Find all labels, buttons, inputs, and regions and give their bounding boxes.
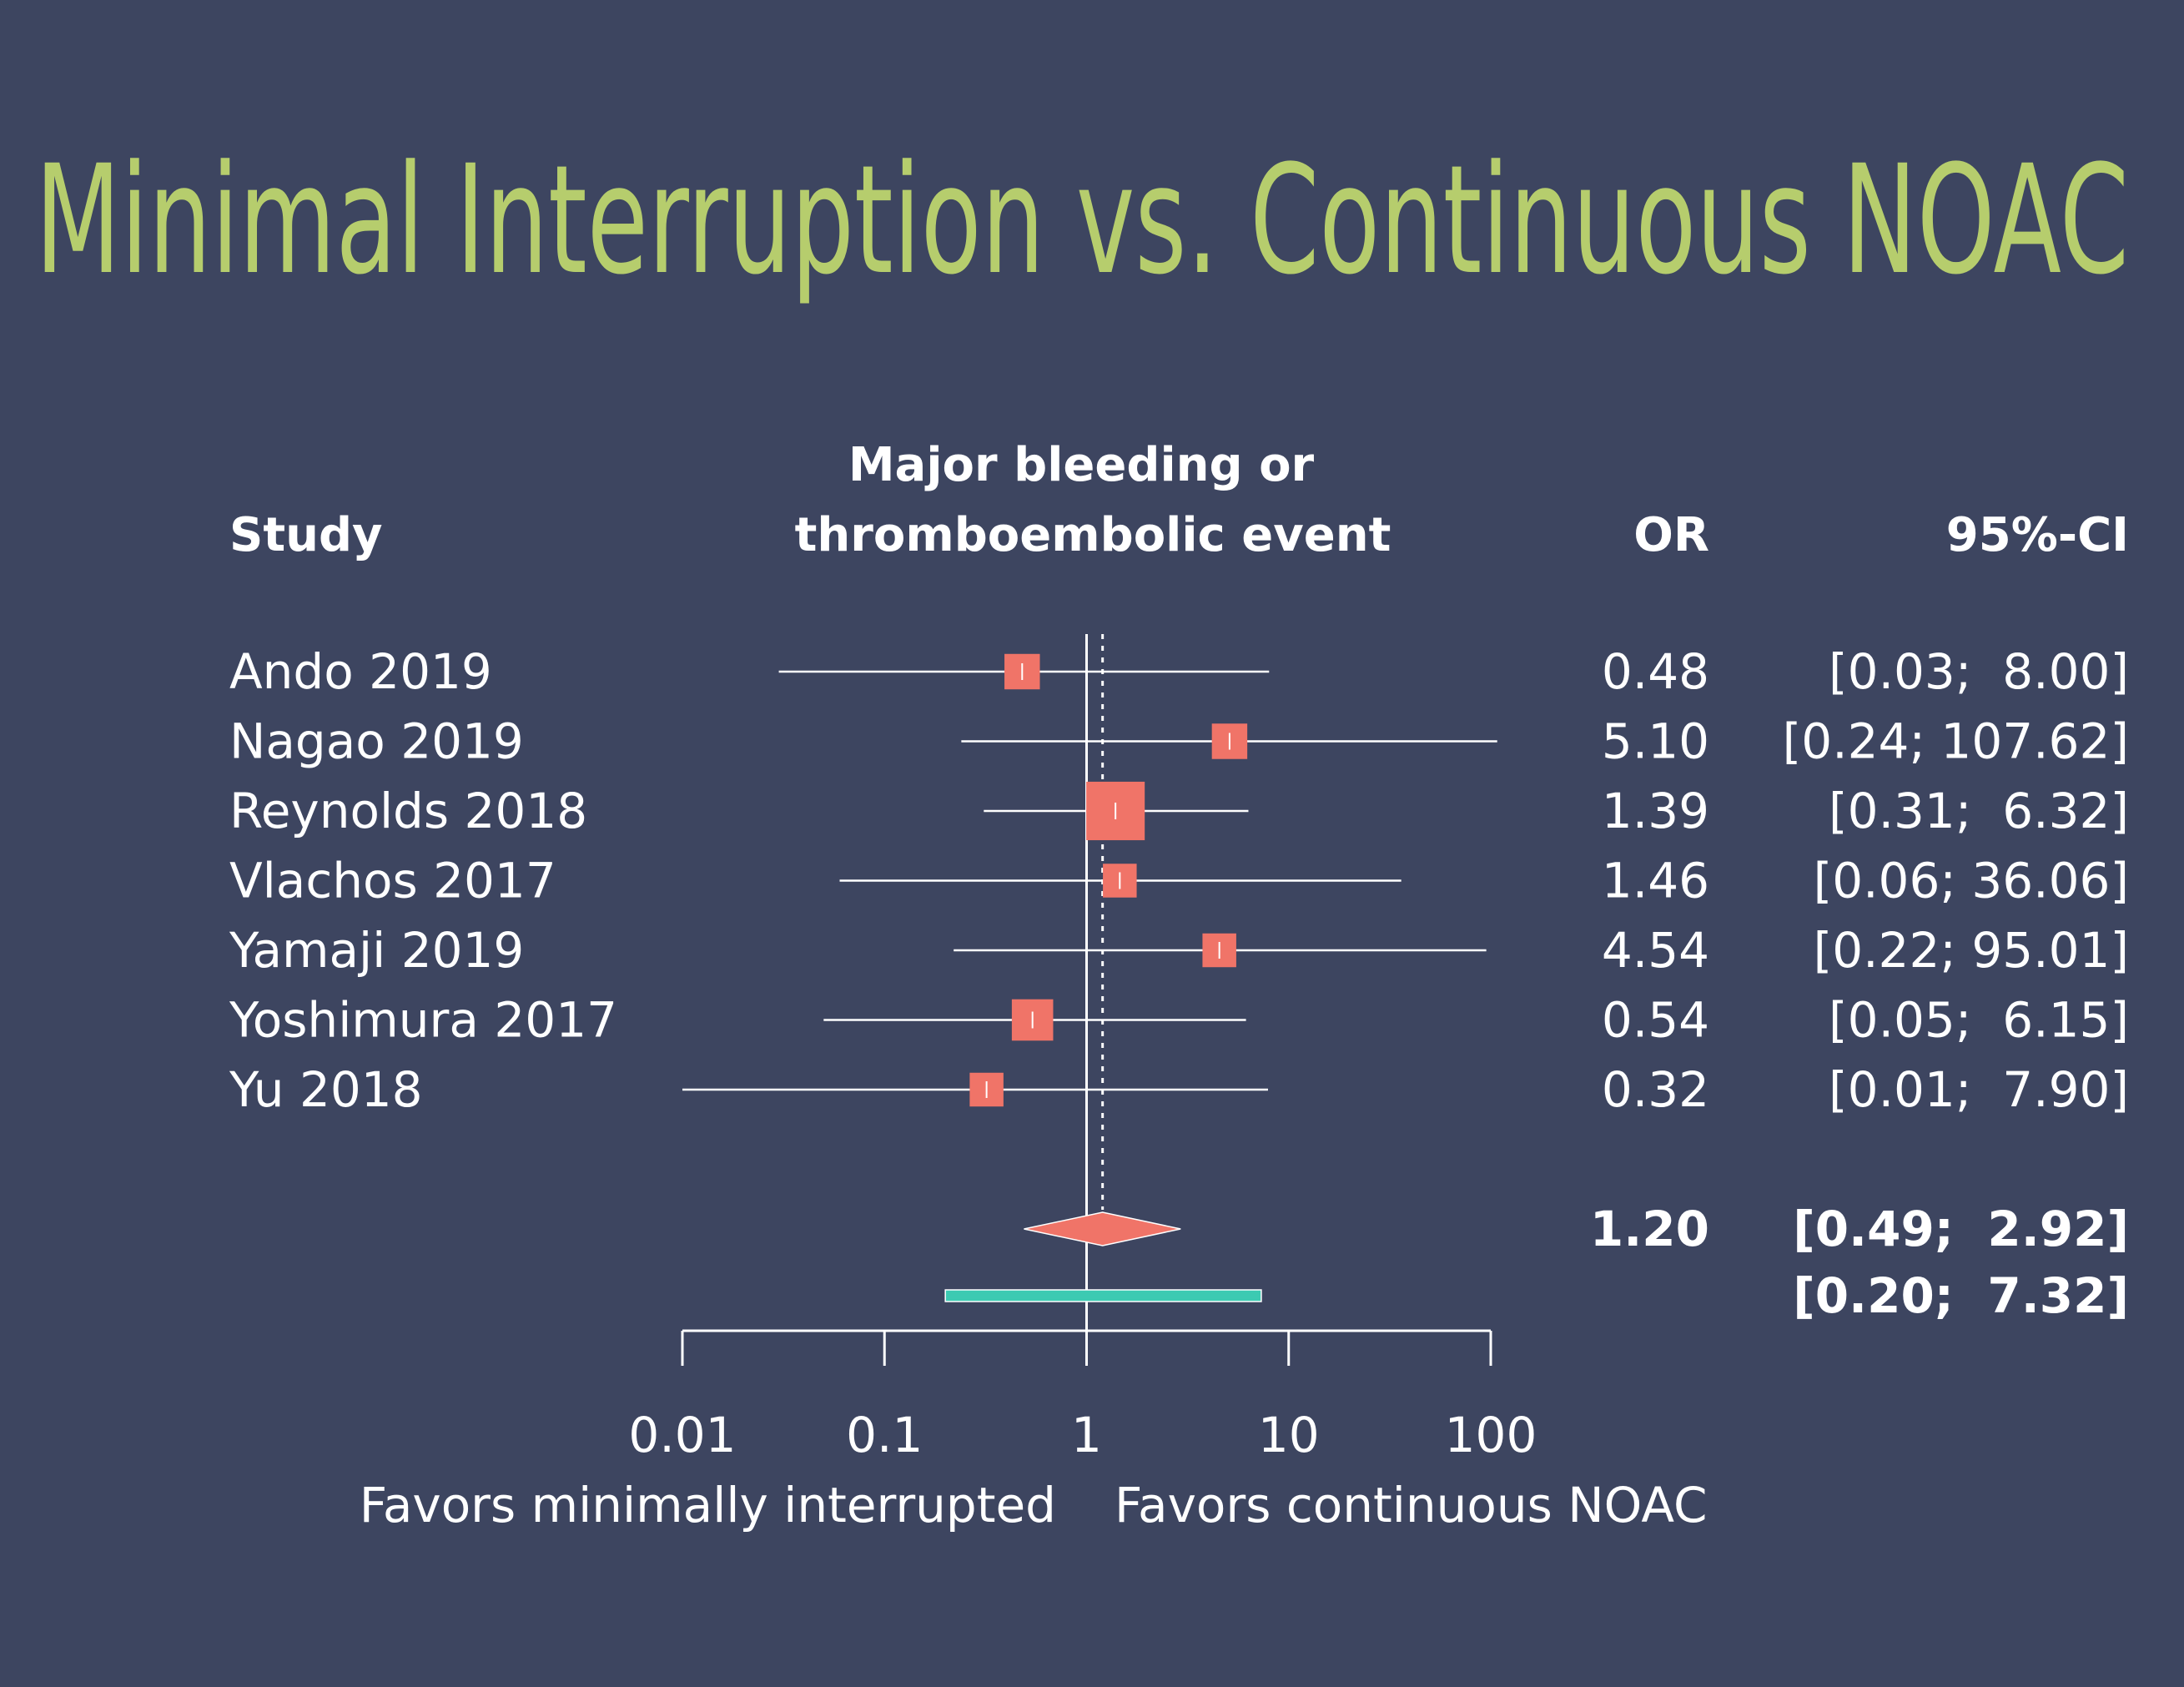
header-effect: Major bleeding or [848,438,1315,492]
or-value: 0.48 [1602,643,1709,700]
x-tick-label: 1 [1071,1407,1102,1463]
prediction-interval [944,1289,1262,1302]
study-name: Yoshimura 2017 [229,992,617,1049]
ci-value: [0.24; 107.62] [1783,713,2129,770]
ci-value: [0.03; 8.00] [1829,643,2129,700]
pooled-ci: [0.49; 2.92] [1793,1201,2129,1257]
x-tick-label: 0.1 [846,1407,923,1463]
ci-value: [0.05; 6.15] [1829,992,2129,1049]
study-name: Ando 2019 [229,643,492,700]
x-tick-label: 100 [1445,1407,1537,1463]
header-study: Study [229,508,383,562]
ci-value: [0.01; 7.90] [1829,1061,2129,1118]
or-value: 0.32 [1602,1061,1709,1118]
header-effect: thromboembolic event [795,508,1391,562]
study-name: Yu 2018 [229,1061,423,1118]
x-label-left: Favors minimally interrupted [360,1477,1056,1533]
slide-title: Minimal Interruption vs. Continuous NOAC [35,133,2129,308]
pooled-or: 1.20 [1590,1201,1709,1257]
x-label-right: Favors continuous NOAC [1115,1477,1707,1533]
or-value: 1.46 [1602,853,1709,909]
or-value: 5.10 [1602,713,1709,770]
or-value: 4.54 [1602,922,1709,979]
header-or: OR [1633,508,1709,562]
study-name: Reynolds 2018 [229,783,587,839]
or-value: 0.54 [1602,992,1709,1049]
or-value: 1.39 [1602,783,1709,839]
ci-value: [0.31; 6.32] [1829,783,2129,839]
pooled-diamond [1024,1211,1181,1246]
prediction-ci: [0.20; 7.32] [1793,1267,2129,1324]
study-name: Yamaji 2019 [229,922,524,979]
x-tick-label: 0.01 [628,1407,736,1463]
study-name: Vlachos 2017 [229,853,556,909]
x-tick-label: 10 [1258,1407,1320,1463]
ci-value: [0.22; 95.01] [1814,922,2129,979]
header-ci: 95%-CI [1946,508,2129,562]
ci-value: [0.06; 36.06] [1814,853,2129,909]
study-name: Nagao 2019 [229,713,524,770]
